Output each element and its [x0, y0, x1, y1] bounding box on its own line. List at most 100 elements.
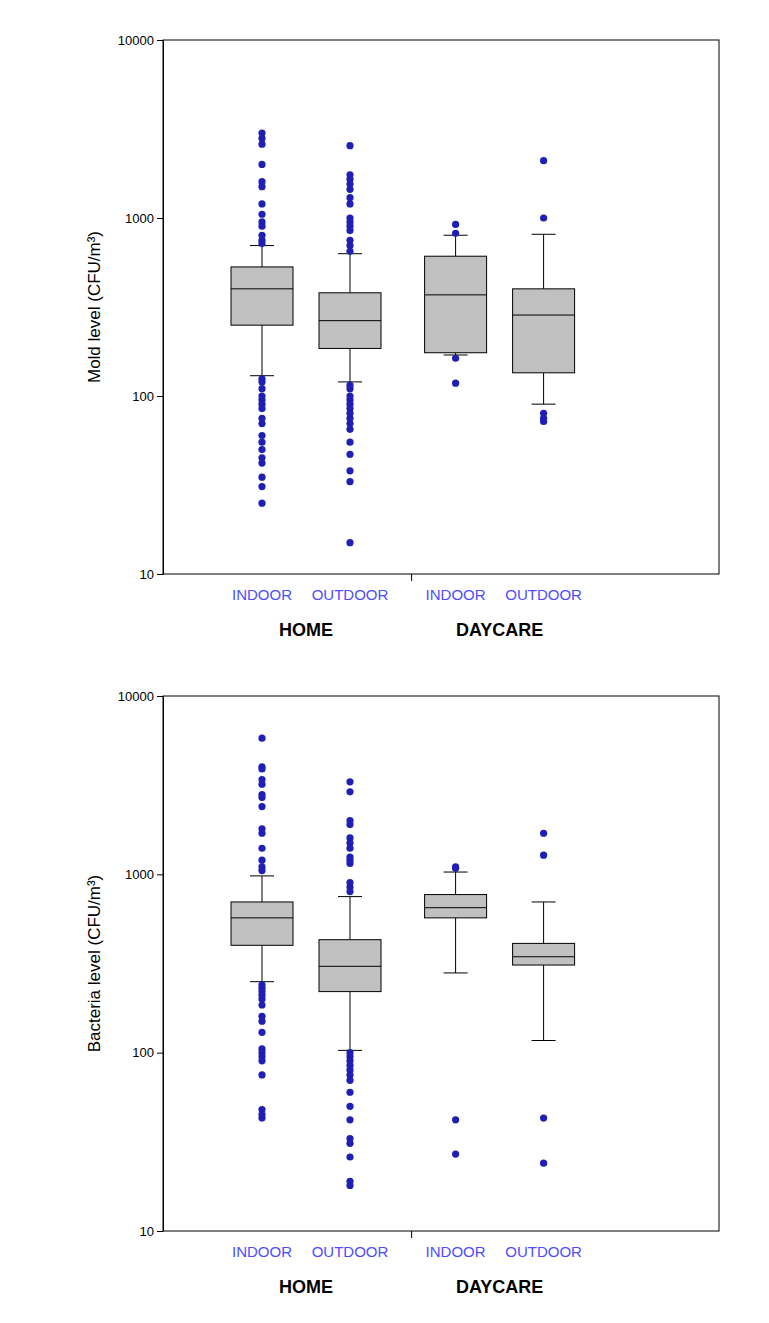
- lower-whisker-cap: [444, 972, 468, 973]
- outlier-point: [346, 1089, 353, 1096]
- outlier-point: [540, 852, 547, 859]
- chart: 10100100010000Bacteria level (CFU/m³)IND…: [85, 689, 719, 1297]
- upper-whisker-cap: [532, 234, 556, 235]
- y-tick: 10: [140, 1224, 163, 1239]
- box-plot: [425, 863, 487, 1157]
- lower-whisker: [350, 348, 351, 381]
- outlier-point: [258, 385, 265, 392]
- x-category-label: OUTDOOR: [505, 1243, 582, 1260]
- outlier-point: [346, 248, 353, 255]
- upper-whisker-cap: [250, 875, 274, 876]
- x-category-label: OUTDOOR: [312, 586, 389, 603]
- chart: 10100100010000Mold level (CFU/m³)INDOORO…: [85, 33, 719, 640]
- x-group-label: DAYCARE: [456, 1277, 543, 1297]
- outlier-point: [346, 478, 353, 485]
- marks: [231, 735, 575, 1189]
- outlier-point: [346, 1116, 353, 1123]
- y-tick: 1000: [125, 867, 163, 882]
- median-line: [231, 288, 293, 289]
- outlier-point: [258, 830, 265, 837]
- y-tick-mark: [157, 218, 163, 219]
- box-plot: [425, 221, 487, 387]
- lower-whisker: [262, 945, 263, 981]
- outlier-point: [540, 418, 547, 425]
- x-category-label: INDOOR: [232, 586, 292, 603]
- outlier-point: [258, 161, 265, 168]
- lower-whisker: [543, 965, 544, 1040]
- outlier-point: [540, 214, 547, 221]
- outlier-point: [258, 446, 265, 453]
- y-tick: 10000: [118, 689, 163, 704]
- box: [425, 895, 487, 918]
- y-tick-label: 10: [140, 1224, 154, 1239]
- outlier-point: [346, 788, 353, 795]
- plot-frame: [163, 696, 719, 1231]
- outlier-point: [258, 857, 265, 864]
- outlier-point: [452, 865, 459, 872]
- outlier-point: [346, 888, 353, 895]
- outlier-point: [346, 1153, 353, 1160]
- outlier-point: [258, 781, 265, 788]
- outlier-point: [258, 211, 265, 218]
- y-tick-mark: [157, 874, 163, 875]
- outlier-point: [258, 867, 265, 874]
- outlier-point: [346, 845, 353, 852]
- median-line: [231, 917, 293, 918]
- outlier-point: [258, 765, 265, 772]
- outlier-point: [258, 500, 265, 507]
- median-line: [319, 320, 381, 321]
- outlier-point: [346, 227, 353, 234]
- y-axis-title: Mold level (CFU/m³): [85, 231, 104, 383]
- outlier-point: [258, 240, 265, 247]
- box-plot: [319, 778, 381, 1189]
- outlier-point: [258, 845, 265, 852]
- outlier-point: [540, 830, 547, 837]
- y-tick-label: 1000: [125, 867, 154, 882]
- outlier-point: [258, 141, 265, 148]
- y-tick-label: 100: [132, 389, 154, 404]
- outlier-point: [540, 157, 547, 164]
- box: [513, 289, 575, 373]
- y-tick: 100: [132, 389, 163, 404]
- outlier-point: [452, 380, 459, 387]
- box-plot: [513, 157, 575, 425]
- box: [231, 902, 293, 945]
- box: [425, 256, 487, 353]
- x-category-label: INDOOR: [426, 586, 486, 603]
- y-tick-label: 10: [140, 567, 154, 582]
- outlier-point: [258, 439, 265, 446]
- outlier-point: [258, 1029, 265, 1036]
- outlier-point: [346, 194, 353, 201]
- x-category-label: INDOOR: [232, 1243, 292, 1260]
- box: [319, 940, 381, 992]
- x-group-label: HOME: [279, 620, 333, 640]
- lower-whisker: [350, 992, 351, 1051]
- outlier-point: [258, 432, 265, 439]
- outlier-point: [346, 860, 353, 867]
- median-line: [319, 966, 381, 967]
- y-tick-mark: [157, 396, 163, 397]
- median-line: [513, 315, 575, 316]
- outlier-point: [346, 1103, 353, 1110]
- upper-whisker-cap: [532, 901, 556, 902]
- outlier-point: [346, 1077, 353, 1084]
- y-axis-line: [163, 697, 164, 1232]
- y-tick-mark: [157, 1231, 163, 1232]
- lower-whisker: [543, 373, 544, 404]
- outlier-point: [258, 378, 265, 385]
- outlier-point: [346, 200, 353, 207]
- median-line: [513, 956, 575, 957]
- outlier-point: [258, 735, 265, 742]
- y-axis-title: Bacteria level (CFU/m³): [85, 875, 104, 1053]
- y-tick-mark: [157, 40, 163, 41]
- upper-whisker: [543, 902, 544, 943]
- outlier-point: [346, 142, 353, 149]
- group-divider-tick: [411, 1231, 412, 1238]
- outlier-point: [452, 230, 459, 237]
- outlier-point: [258, 1001, 265, 1008]
- outlier-point: [258, 1018, 265, 1025]
- upper-whisker: [350, 254, 351, 293]
- y-axis: 10100100010000: [118, 689, 164, 1239]
- x-category-label: INDOOR: [426, 1243, 486, 1260]
- lower-whisker-cap: [532, 404, 556, 405]
